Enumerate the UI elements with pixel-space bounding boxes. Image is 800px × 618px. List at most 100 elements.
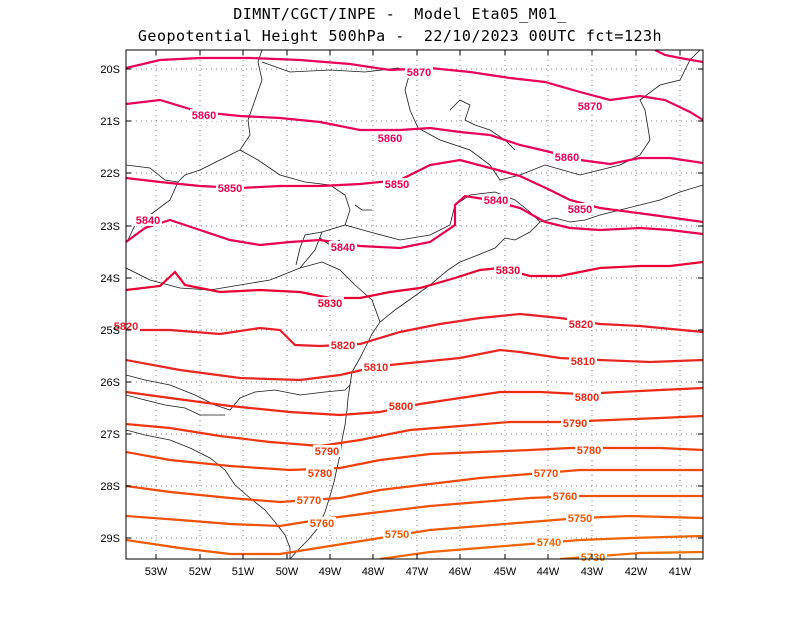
contour-label-bg (576, 100, 604, 112)
state-border (639, 50, 701, 141)
contour-label: 5850 (385, 179, 409, 191)
contour-label-bg (190, 109, 218, 121)
x-tick-label: 42W (625, 566, 648, 578)
state-border (126, 261, 381, 323)
contour-5760 (126, 494, 703, 528)
contour-label: 5770 (534, 468, 558, 480)
coastline (539, 184, 703, 223)
contour-label: 5850 (568, 204, 592, 216)
contour-label: 5740 (537, 537, 561, 549)
y-axis-labels: 20S 21S 22S 23S 24S 25S 26S 27S 28S 29S (100, 64, 120, 545)
contour-label-bg (566, 203, 594, 215)
state-border (126, 374, 351, 411)
contour-label: 5830 (496, 265, 520, 277)
contour-5840 (126, 194, 703, 250)
y-tick-label: 22S (100, 168, 120, 180)
chart-title-line2: Geopotential Height 500hPa - 22/10/2023 … (137, 27, 663, 45)
x-tick-label: 44W (537, 566, 560, 578)
y-tick-label: 25S (100, 325, 120, 337)
y-tick-label: 20S (100, 64, 120, 76)
contour-label-bg (383, 528, 411, 540)
contour-label: 5790 (315, 446, 339, 458)
contour-label: 5790 (563, 418, 587, 430)
contour-label: 5840 (484, 195, 508, 207)
contour-5780 (126, 446, 703, 472)
axis-ticks (126, 50, 703, 559)
contour-5790 (126, 414, 703, 448)
state-border (404, 71, 651, 181)
y-tick-label: 24S (100, 273, 120, 285)
x-tick-label: 49W (319, 566, 342, 578)
state-border (126, 394, 225, 416)
contour-label: 5810 (364, 362, 388, 374)
contour-label-bg (567, 318, 595, 330)
lat-lon-grid (126, 50, 703, 559)
contour-5810 (126, 348, 703, 382)
contour-5770 (126, 468, 703, 504)
state-border (126, 50, 263, 183)
plot-frame (125, 49, 704, 560)
contour-label: 5840 (331, 242, 355, 254)
y-tick-label: 27S (100, 429, 120, 441)
contour-label-bg (308, 517, 336, 529)
x-tick-label: 52W (189, 566, 212, 578)
contour-label: 5750 (385, 529, 409, 541)
x-axis-labels: 53W 52W 51W 50W 49W 48W 47W 46W 45W 44W 43W 42W 41W (145, 566, 692, 578)
contour-label-bg (329, 339, 357, 351)
contour-label-bg (566, 512, 594, 524)
x-tick-label: 46W (449, 566, 472, 578)
contour-label-bg (134, 214, 162, 226)
contour-5830 (126, 260, 703, 300)
contour-label-bg (579, 551, 607, 563)
x-tick-label: 41W (669, 566, 692, 578)
contour-label-bg (405, 66, 433, 78)
contour-5870b (654, 50, 703, 64)
contour-label-bg (569, 355, 597, 367)
state-border (239, 149, 351, 266)
contour-label: 5810 (571, 356, 595, 368)
chart-title-line1: DIMNT/CGCT/INPE - Model Eta05_M01_ (233, 5, 567, 23)
contour-label-bg (313, 445, 341, 457)
x-tick-label: 48W (362, 566, 385, 578)
contour-label: 5860 (555, 152, 579, 164)
contour-label-bg (316, 297, 344, 309)
x-tick-label: 47W (406, 566, 429, 578)
contour-lines (126, 50, 703, 559)
contour-label: 5760 (310, 518, 334, 530)
contour-label: 5870 (407, 67, 431, 79)
contour-label: 5840 (136, 215, 160, 227)
map-borders (126, 50, 703, 559)
contour-label: 5870 (578, 101, 602, 113)
contour-label: 5750 (568, 513, 592, 525)
contour-label-bg (482, 194, 510, 206)
contour-label: 5730 (581, 552, 605, 564)
contour-label: 5760 (553, 491, 577, 503)
contour-label: 5850 (218, 183, 242, 195)
contour-label: 5770 (297, 495, 321, 507)
y-tick-label: 29S (100, 533, 120, 545)
x-tick-label: 43W (581, 566, 604, 578)
contour-label-bg (494, 264, 522, 276)
contour-label-bg (306, 467, 334, 479)
contour-5800 (126, 386, 703, 417)
contour-label: 5860 (192, 110, 216, 122)
state-border (299, 231, 323, 269)
contour-5870 (126, 56, 703, 121)
contour-label-bg (575, 444, 603, 456)
contour-5850 (126, 158, 703, 224)
contour-5860 (126, 98, 703, 166)
contour-label-bg (383, 178, 411, 190)
contour-label-bg (387, 400, 415, 412)
contour-label-bg (535, 536, 563, 548)
contour-label-bg (376, 132, 404, 144)
state-border (126, 429, 291, 559)
contour-5740 (379, 534, 703, 559)
contour-label-bg (329, 241, 357, 253)
contour-label: 5830 (318, 298, 342, 310)
contour-label-bg (573, 391, 601, 403)
y-tick-label: 21S (100, 116, 120, 128)
contour-label-bg (561, 417, 589, 429)
contour-label: 5800 (389, 401, 413, 413)
contour-labels: 5870 5870 5860 5860 5860 5850 5850 5850 5840 5840… (112, 66, 607, 564)
